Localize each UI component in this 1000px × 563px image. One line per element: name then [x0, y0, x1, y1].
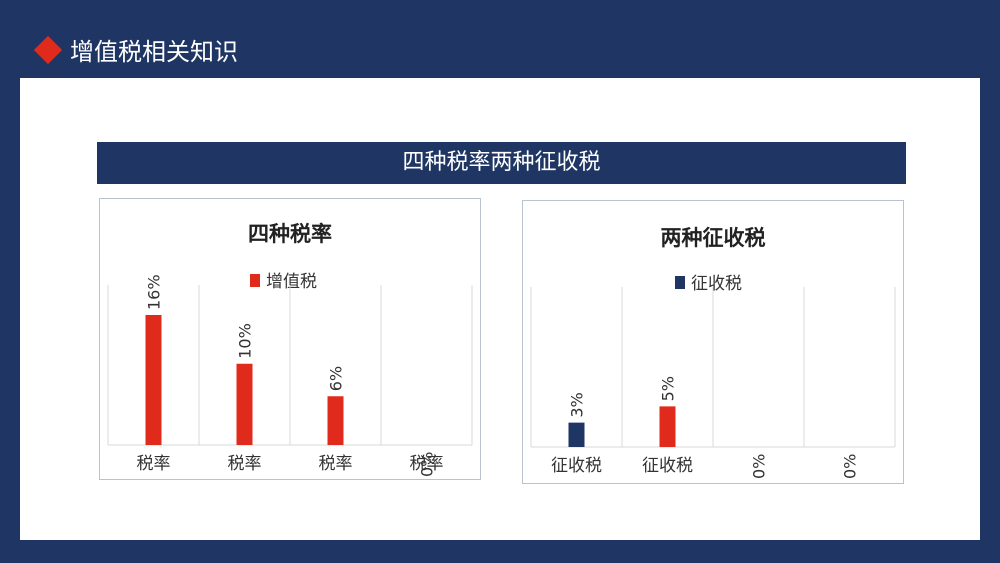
data-label: 6% — [327, 366, 346, 391]
bar — [659, 406, 676, 447]
data-label: 3% — [568, 392, 587, 417]
data-label: 0% — [750, 454, 769, 479]
bar — [568, 422, 585, 447]
bar — [236, 363, 253, 445]
slide-title: 增值税相关知识 — [70, 38, 238, 66]
data-label: 0% — [841, 454, 860, 479]
section-banner: 四种税率两种征收税 — [97, 142, 906, 184]
data-label: 10% — [236, 323, 255, 359]
legend-label: 增值税 — [266, 272, 317, 292]
legend-label: 征收税 — [691, 274, 742, 294]
category-label: 税率 — [137, 454, 171, 474]
diamond-bullet-icon — [33, 35, 63, 65]
tax-rate-chart: 四种税率 增值税 16% 税率 10% 税率 6% 税率 0% 税率 — [99, 198, 481, 480]
data-label: 0% — [418, 452, 437, 477]
category-label: 税率 — [228, 454, 262, 474]
legend-swatch — [250, 274, 260, 287]
category-label: 征收税 — [642, 456, 693, 476]
slide-header: 增值税相关知识 — [0, 0, 1000, 78]
category-label: 税率 — [319, 454, 353, 474]
data-label: 16% — [145, 274, 164, 310]
category-label: 征收税 — [551, 456, 602, 476]
collection-tax-chart: 两种征收税征收税 3% 征收税 5% 征收税 0% 0% — [522, 200, 904, 484]
bar — [327, 396, 344, 445]
chart-title: 两种征收税 — [661, 226, 766, 250]
category-label: 税率 — [410, 454, 444, 474]
bar — [145, 315, 162, 445]
content-panel: 四种税率两种征收税 四种税率 增值税 16% 税率 10% 税率 6% 税率 0% 税率 两种征收… — [20, 78, 980, 540]
data-label: 5% — [659, 376, 678, 401]
chart-title: 四种税率 — [248, 222, 332, 246]
legend-swatch — [675, 276, 685, 289]
